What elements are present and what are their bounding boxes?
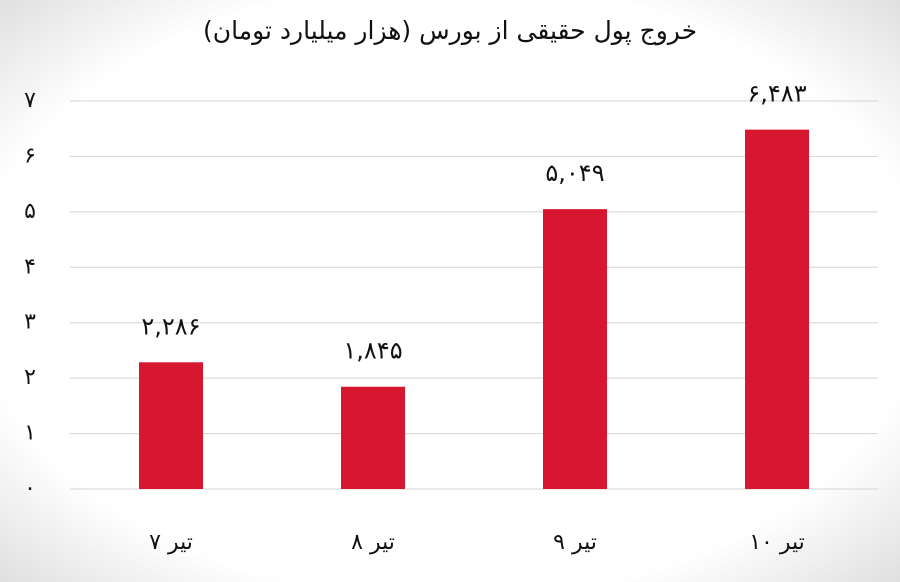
bar <box>745 129 809 490</box>
bar <box>139 362 203 489</box>
y-tick-label: ۵ <box>24 199 36 224</box>
y-tick-label: ۱ <box>24 421 36 446</box>
value-label: ۱,۸۴۵ <box>343 337 402 365</box>
y-tick-label: ۴ <box>24 254 36 279</box>
x-tick-label: ۷ تیر <box>149 530 193 555</box>
y-tick-label: ۶ <box>24 143 36 168</box>
y-tick-label: ۷ <box>24 88 36 113</box>
bar <box>543 209 607 489</box>
x-tick-label: ۸ تیر <box>351 530 395 555</box>
chart-title: خروج پول حقیقی از بورس (هزار میلیارد توم… <box>203 16 697 46</box>
value-label: ۶,۴۸۳ <box>747 80 806 108</box>
value-label: ۵,۰۴۹ <box>545 159 604 187</box>
y-tick-label: ۲ <box>24 365 36 390</box>
y-tick-label: ۳ <box>24 310 36 335</box>
y-tick-label: ۰ <box>24 476 36 501</box>
value-label: ۲,۲۸۶ <box>141 312 200 340</box>
x-tick-label: ۹ تیر <box>553 530 597 555</box>
bar <box>341 386 405 489</box>
x-tick-label: ۱۰ تیر <box>749 530 805 555</box>
